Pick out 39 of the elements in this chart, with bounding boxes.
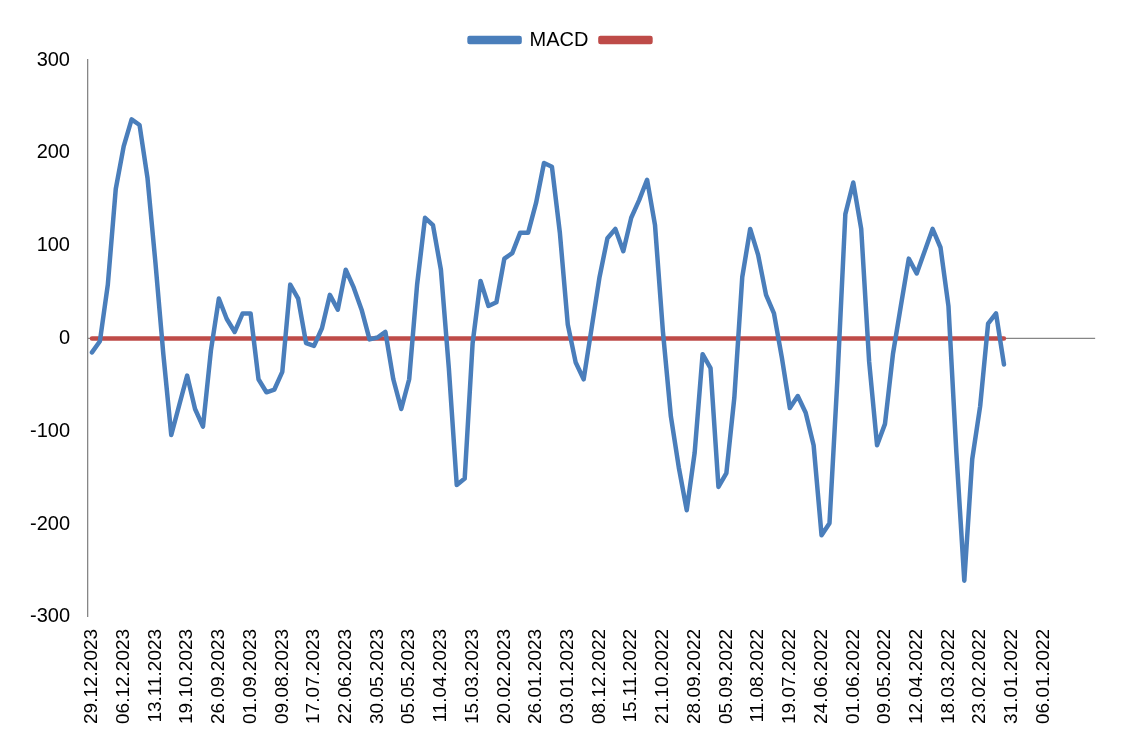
x-tick-label: 05.09.2022 <box>714 628 736 724</box>
x-tick-label: 09.08.2023 <box>270 628 292 724</box>
x-tick-label: 17.07.2023 <box>302 628 324 724</box>
y-tick-label: -100 <box>29 418 70 441</box>
x-tick-label: 15.11.2022 <box>619 628 641 723</box>
legend-label: MACD <box>529 27 589 50</box>
y-tick-label: -200 <box>29 511 70 534</box>
x-tick-label: 23.02.2022 <box>968 628 990 724</box>
x-tick-label: 11.04.2023 <box>429 628 451 723</box>
x-tick-label: 19.07.2022 <box>778 628 800 724</box>
x-tick-label: 18.03.2022 <box>936 628 958 724</box>
y-tick-label: 200 <box>36 140 70 163</box>
x-tick-label: 03.01.2023 <box>556 628 578 724</box>
x-tick-label: 05.05.2023 <box>397 628 419 724</box>
x-tick-label: 01.09.2023 <box>238 628 260 724</box>
x-tick-label: 20.02.2023 <box>492 628 514 724</box>
x-tick-label: 22.06.2023 <box>333 628 355 724</box>
x-tick-label: 11.08.2022 <box>746 628 768 723</box>
x-tick-label: 08.12.2022 <box>587 628 609 724</box>
x-tick-label: 28.09.2022 <box>682 628 704 724</box>
x-tick-label: 15.03.2023 <box>460 628 482 724</box>
x-tick-label: 13.11.2023 <box>143 628 165 723</box>
x-tick-label: 30.05.2023 <box>365 628 387 724</box>
y-tick-label: 0 <box>58 325 70 348</box>
x-tick-label: 21.10.2022 <box>651 628 673 724</box>
x-tick-label: 06.12.2023 <box>111 628 133 724</box>
x-tick-label: 24.06.2022 <box>809 628 831 724</box>
x-tick-label: 26.09.2023 <box>207 628 229 724</box>
x-tick-label: 19.10.2023 <box>175 628 197 724</box>
x-tick-label: 12.04.2022 <box>904 628 926 724</box>
x-tick-label: 26.01.2023 <box>524 628 546 724</box>
y-tick-label: 100 <box>36 233 70 256</box>
x-tick-label: 09.05.2022 <box>873 628 895 724</box>
x-tick-label: 01.06.2022 <box>841 628 863 724</box>
x-tick-label: 31.01.2022 <box>1000 628 1022 724</box>
x-tick-label: 06.01.2022 <box>1031 628 1053 724</box>
y-tick-label: -300 <box>29 604 70 627</box>
y-tick-label: 300 <box>36 47 70 70</box>
x-tick-label: 29.12.2023 <box>80 628 102 724</box>
